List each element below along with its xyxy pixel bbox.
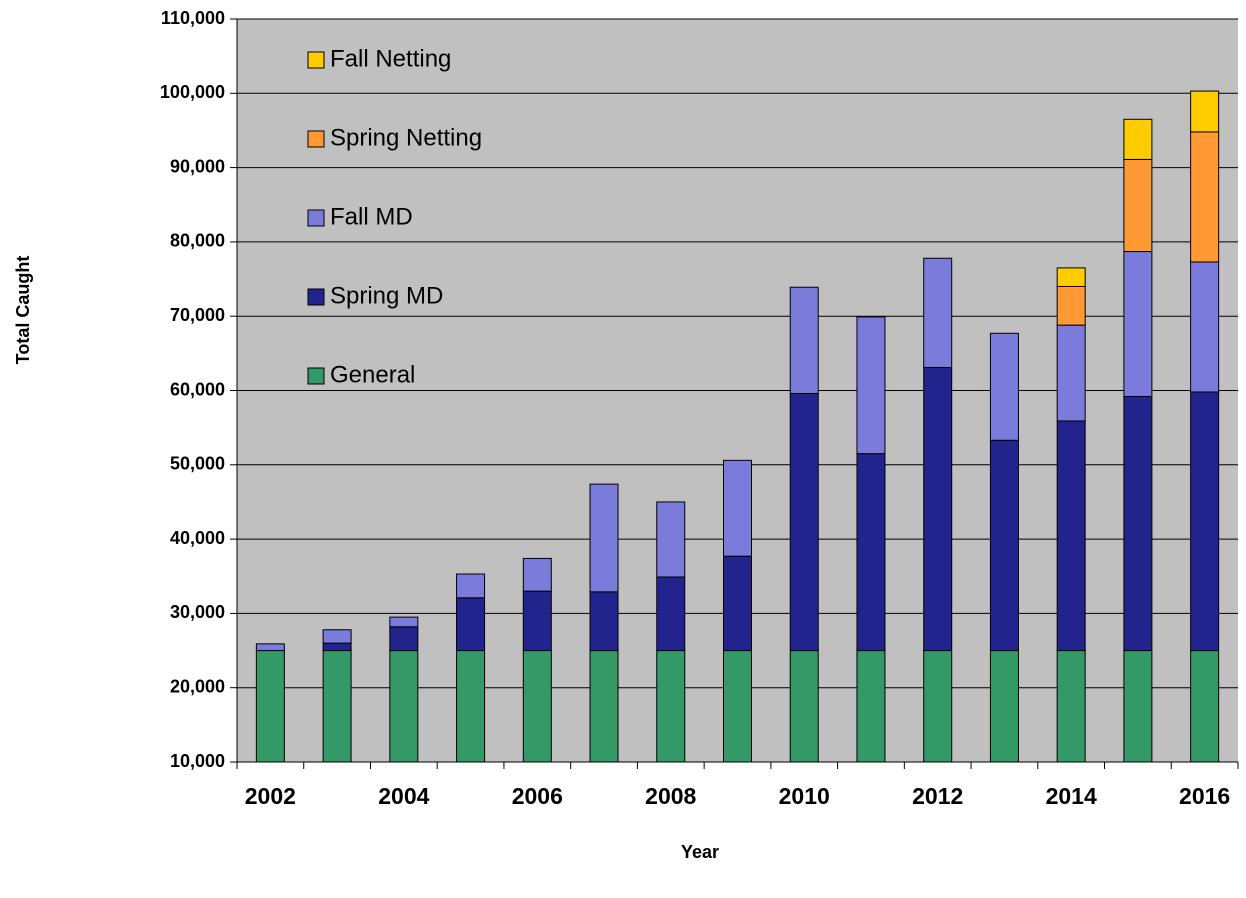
legend-label: Spring MD (330, 282, 443, 309)
y-tick-label: 20,000 (170, 676, 225, 696)
bar-segment (856, 650, 886, 763)
legend-label: Fall MD (330, 203, 413, 230)
legend-label: General (330, 361, 415, 388)
bar-segment (255, 650, 285, 763)
bar-segment (989, 332, 1019, 441)
bar-segment (989, 650, 1019, 763)
bar-segment (255, 643, 285, 652)
bar-segment (1190, 391, 1220, 652)
bar-segment (1056, 650, 1086, 763)
bar-segment (856, 316, 886, 455)
bar-segment (522, 557, 552, 592)
bar-segment (589, 483, 619, 593)
bar-segment (923, 366, 953, 652)
bar-segment (723, 459, 752, 557)
bar-segment (1123, 251, 1153, 397)
x-axis-label: Year (681, 842, 719, 862)
y-tick-label: 90,000 (170, 156, 225, 176)
x-tick-label: 2010 (779, 783, 830, 809)
bar-segment (1056, 420, 1086, 652)
y-tick-label: 70,000 (170, 305, 225, 325)
bar-segment (723, 555, 752, 652)
bar-segment (322, 629, 352, 644)
y-tick-label: 60,000 (170, 379, 225, 399)
bar-segment (522, 590, 552, 652)
legend-swatch (307, 288, 325, 306)
bar-segment (856, 453, 886, 652)
bar-segment (389, 626, 419, 652)
legend-label: Spring Netting (330, 124, 482, 151)
bar-segment (456, 573, 486, 599)
bar-segment (789, 392, 819, 652)
legend-swatch (307, 367, 325, 385)
bar-segment (456, 597, 486, 652)
bar-segment (1123, 158, 1153, 253)
bar-segment (456, 650, 486, 763)
bar-segment (322, 642, 352, 652)
y-tick-label: 30,000 (170, 602, 225, 622)
bar-segment (389, 616, 419, 628)
bar-segment (656, 650, 686, 763)
bar-segment (989, 439, 1019, 652)
bar-segment (789, 286, 819, 394)
legend-label: Fall Netting (330, 45, 451, 72)
y-tick-label: 110,000 (161, 8, 225, 28)
legend-swatch (307, 130, 325, 148)
bar-segment (389, 650, 419, 763)
bar-segment (1190, 90, 1220, 133)
bar-segment (1123, 395, 1153, 652)
x-tick-label: 2014 (1046, 783, 1097, 809)
x-tick-label: 2016 (1179, 783, 1230, 809)
x-tick-label: 2004 (378, 783, 429, 809)
bar-segment (1190, 131, 1220, 263)
x-tick-label: 2002 (245, 783, 296, 809)
y-tick-label: 100,000 (160, 82, 225, 102)
bar-segment (322, 650, 352, 763)
bar-segment (923, 650, 953, 763)
x-tick-label: 2008 (645, 783, 696, 809)
bar-segment (1190, 650, 1220, 763)
bar-segment (1123, 118, 1153, 160)
y-axis-label: Total Caught (13, 256, 33, 365)
y-tick-label: 40,000 (170, 528, 225, 548)
bar-segment (923, 257, 953, 368)
bar-segment (723, 650, 752, 763)
legend-swatch (307, 209, 325, 227)
legend-swatch (307, 51, 325, 69)
x-tick-label: 2006 (512, 783, 563, 809)
bar-segment (589, 591, 619, 652)
bar-segment (522, 650, 552, 763)
bar-segment (656, 501, 686, 578)
bar-segment (789, 650, 819, 763)
y-tick-label: 80,000 (170, 231, 225, 251)
bar-segment (1123, 650, 1153, 763)
y-tick-label: 10,000 (170, 751, 225, 771)
y-tick-label: 50,000 (170, 454, 225, 474)
bar-segment (656, 576, 686, 652)
x-tick-label: 2012 (912, 783, 963, 809)
bar-segment (1056, 267, 1086, 287)
bar-segment (1056, 324, 1086, 422)
bar-segment (1056, 285, 1086, 326)
bar-segment (589, 650, 619, 763)
bar-segment (1190, 261, 1220, 393)
